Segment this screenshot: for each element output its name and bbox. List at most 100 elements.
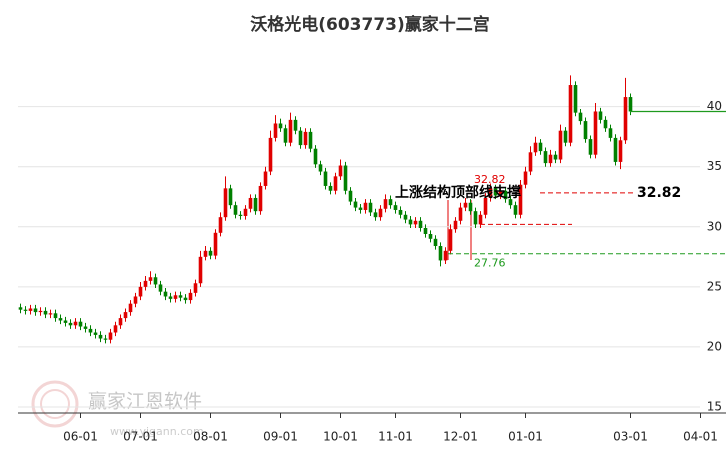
candle-body	[543, 151, 548, 164]
candle-body	[263, 171, 268, 186]
candle-body	[33, 308, 38, 313]
y-tick-label: 40	[707, 99, 722, 113]
candle-body	[628, 97, 633, 112]
candle-body	[483, 197, 488, 215]
candle-body	[623, 97, 628, 141]
candle-body	[428, 234, 433, 239]
y-tick-label: 25	[707, 279, 722, 293]
candle-body	[588, 139, 593, 155]
candle-body	[378, 208, 383, 218]
candle-body	[328, 185, 333, 191]
candle-body	[468, 202, 473, 212]
x-tick-label: 06-01	[63, 430, 98, 444]
candle-body	[333, 176, 338, 191]
candle-body	[593, 111, 598, 155]
candle-body	[138, 286, 143, 297]
x-tick-label: 11-01	[378, 430, 413, 444]
x-tick-label: 07-01	[123, 430, 158, 444]
annotation: 上涨结构顶部线支撑	[395, 184, 521, 201]
y-tick-label: 20	[707, 339, 722, 353]
candle-body	[148, 277, 153, 281]
candle-body	[403, 214, 408, 220]
candle-body	[513, 205, 518, 215]
candle-body	[503, 190, 508, 200]
candle-body	[493, 188, 498, 196]
candle-body	[558, 130, 563, 160]
candle-body	[423, 227, 428, 234]
candle-body	[613, 137, 618, 162]
candle-body	[248, 197, 253, 209]
candle-body	[353, 201, 358, 208]
candle-body	[393, 205, 398, 210]
candle-body	[278, 123, 283, 129]
x-tick-label: 08-01	[193, 430, 228, 444]
candle-body	[143, 280, 148, 287]
candle-body	[168, 296, 173, 299]
level-label-small: 32.82	[474, 173, 506, 186]
candle-body	[133, 296, 138, 304]
candle-body	[438, 246, 443, 261]
candle-body	[213, 232, 218, 256]
candle-body	[523, 171, 528, 185]
candle-body	[158, 284, 163, 292]
candle-body	[53, 313, 58, 319]
candle-body	[508, 199, 513, 206]
candle-body	[578, 112, 583, 122]
candle-body	[458, 207, 463, 221]
candle-body	[388, 199, 393, 206]
candle-body	[273, 123, 278, 138]
candle-body	[488, 188, 493, 198]
candle-body	[203, 250, 208, 257]
candle-body	[478, 214, 483, 225]
candle-body	[238, 214, 243, 216]
candle-body	[443, 250, 448, 261]
candle-body	[153, 277, 158, 285]
candle-body	[73, 321, 78, 326]
candle-body	[223, 188, 228, 218]
candle-body	[118, 318, 123, 326]
candle-body	[173, 295, 178, 299]
y-tick-label: 15	[707, 399, 722, 413]
candle-body	[98, 334, 103, 339]
watermark-logo	[31, 380, 79, 428]
candle-body	[63, 320, 68, 323]
candle-body	[363, 202, 368, 210]
x-tick-label: 10-01	[323, 430, 358, 444]
candle-body	[323, 171, 328, 186]
candle-body	[608, 128, 613, 138]
candle-body	[603, 119, 608, 129]
candle-body	[68, 322, 73, 326]
candle-body	[563, 130, 568, 143]
candle-body	[93, 332, 98, 335]
candle-body	[433, 238, 438, 247]
candle-body	[553, 154, 558, 160]
candle-body	[58, 318, 63, 321]
candle-body	[358, 207, 363, 210]
watermark-text: 赢家江恩软件	[88, 391, 202, 413]
candle-body	[78, 321, 83, 327]
candle-body	[108, 332, 113, 340]
x-tick-label: 12-01	[443, 430, 478, 444]
candle-body	[573, 85, 578, 113]
candle-body	[583, 121, 588, 140]
candle-body	[198, 256, 203, 284]
x-tick-label: 04-01	[683, 430, 718, 444]
candle-body	[228, 188, 233, 206]
candle-body	[383, 199, 388, 209]
candle-body	[413, 220, 418, 225]
candle-body	[298, 130, 303, 146]
candle-body	[178, 295, 183, 298]
candle-body	[338, 165, 343, 177]
candle-body	[418, 220, 423, 228]
logo-inner	[40, 389, 70, 419]
candle-body	[208, 250, 213, 256]
candle-body	[318, 164, 323, 172]
candle-body	[43, 310, 48, 315]
candle-body	[48, 313, 53, 315]
candle-body	[283, 128, 288, 143]
x-tick-label: 09-01	[263, 430, 298, 444]
candle-body	[38, 310, 43, 313]
candle-body	[453, 220, 458, 230]
candle-body	[498, 190, 503, 196]
